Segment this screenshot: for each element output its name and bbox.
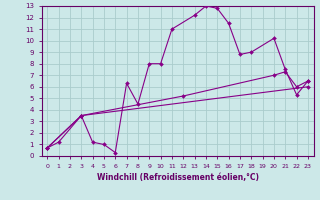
- X-axis label: Windchill (Refroidissement éolien,°C): Windchill (Refroidissement éolien,°C): [97, 173, 259, 182]
